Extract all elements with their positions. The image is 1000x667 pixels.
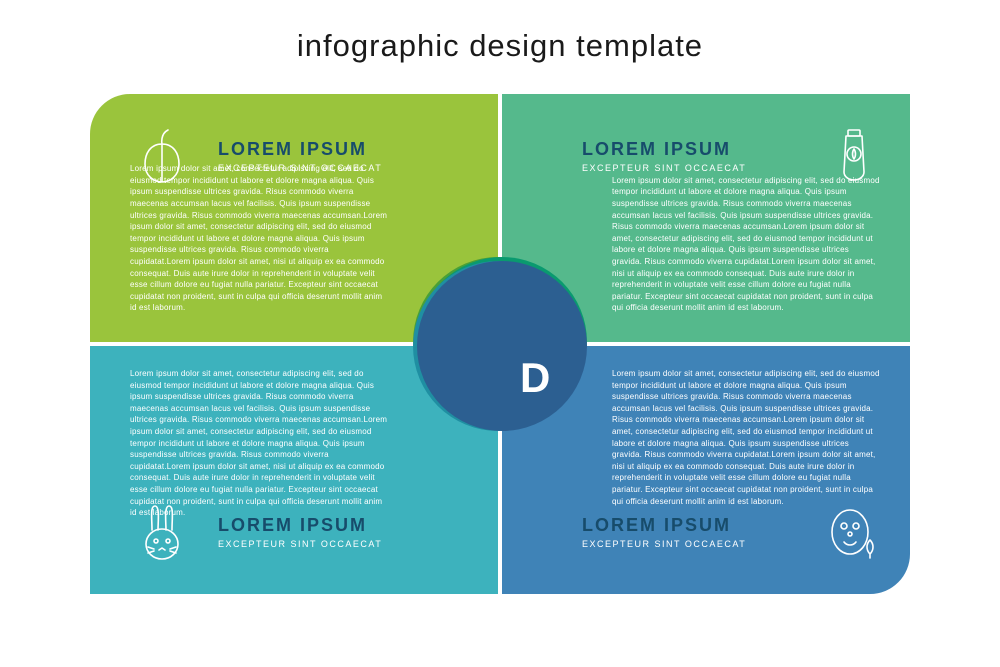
panel-c-header: LOREM IPSUM EXCEPTEUR SINT OCCAECAT bbox=[90, 470, 498, 594]
rabbit-icon bbox=[130, 500, 194, 564]
panel-d: Lorem ipsum dolor sit amet, consectetur … bbox=[502, 346, 910, 594]
panel-c-heading: LOREM IPSUM bbox=[218, 515, 474, 536]
facemask-icon bbox=[822, 500, 886, 564]
page-title: infographic design template bbox=[0, 28, 1000, 64]
infographic-grid: LOREM IPSUM EXCEPTEUR SINT OCCAECAT Lore… bbox=[90, 94, 910, 594]
panel-b-subheading: EXCEPTEUR SINT OCCAECAT bbox=[582, 163, 798, 173]
panel-d-heading: LOREM IPSUM bbox=[582, 515, 798, 536]
panel-a-heading: LOREM IPSUM bbox=[218, 139, 474, 160]
panel-d-subheading: EXCEPTEUR SINT OCCAECAT bbox=[582, 539, 798, 549]
panel-b-body: Lorem ipsum dolor sit amet, consectetur … bbox=[612, 175, 880, 314]
panel-b-heading: LOREM IPSUM bbox=[582, 139, 798, 160]
panel-d-bubble bbox=[417, 261, 587, 431]
panel-c-subheading: EXCEPTEUR SINT OCCAECAT bbox=[218, 539, 474, 549]
panel-d-header: LOREM IPSUM EXCEPTEUR SINT OCCAECAT bbox=[502, 470, 910, 594]
panel-d-letter: D bbox=[520, 354, 550, 402]
panel-a-body: Lorem ipsum dolor sit amet, consectetur … bbox=[130, 163, 388, 314]
